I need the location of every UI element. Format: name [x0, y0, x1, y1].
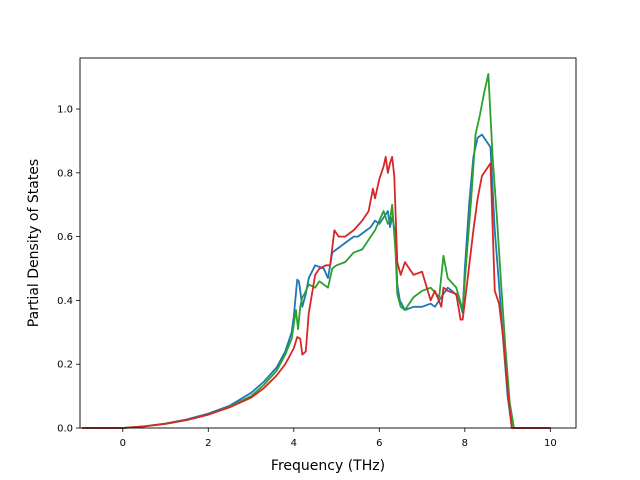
- x-tick-label: 10: [544, 438, 557, 449]
- y-axis-label: Partial Density of States: [26, 159, 42, 327]
- y-tick-label: 0.6: [57, 232, 73, 243]
- x-axis-ticks: 0 2 4 6 8 10: [120, 428, 557, 449]
- series-lines: [82, 73, 551, 429]
- x-tick-label: 4: [291, 438, 297, 449]
- series-line-1: [82, 133, 551, 429]
- y-axis-ticks: 0.0 0.2 0.4 0.6 0.8 1.0: [57, 105, 80, 435]
- series-line-3: [82, 155, 551, 429]
- y-tick-label: 0.0: [57, 424, 73, 435]
- series-line-2: [82, 73, 551, 429]
- x-tick-label: 0: [120, 438, 126, 449]
- y-tick-label: 0.8: [57, 168, 73, 179]
- x-tick-label: 2: [205, 438, 211, 449]
- y-tick-label: 0.4: [57, 296, 73, 307]
- x-tick-label: 6: [376, 438, 382, 449]
- x-axis-label: Frequency (THz): [271, 458, 385, 474]
- x-tick-label: 8: [462, 438, 468, 449]
- y-tick-label: 1.0: [57, 105, 73, 116]
- plot-frame: [79, 57, 577, 429]
- y-tick-label: 0.2: [57, 360, 73, 371]
